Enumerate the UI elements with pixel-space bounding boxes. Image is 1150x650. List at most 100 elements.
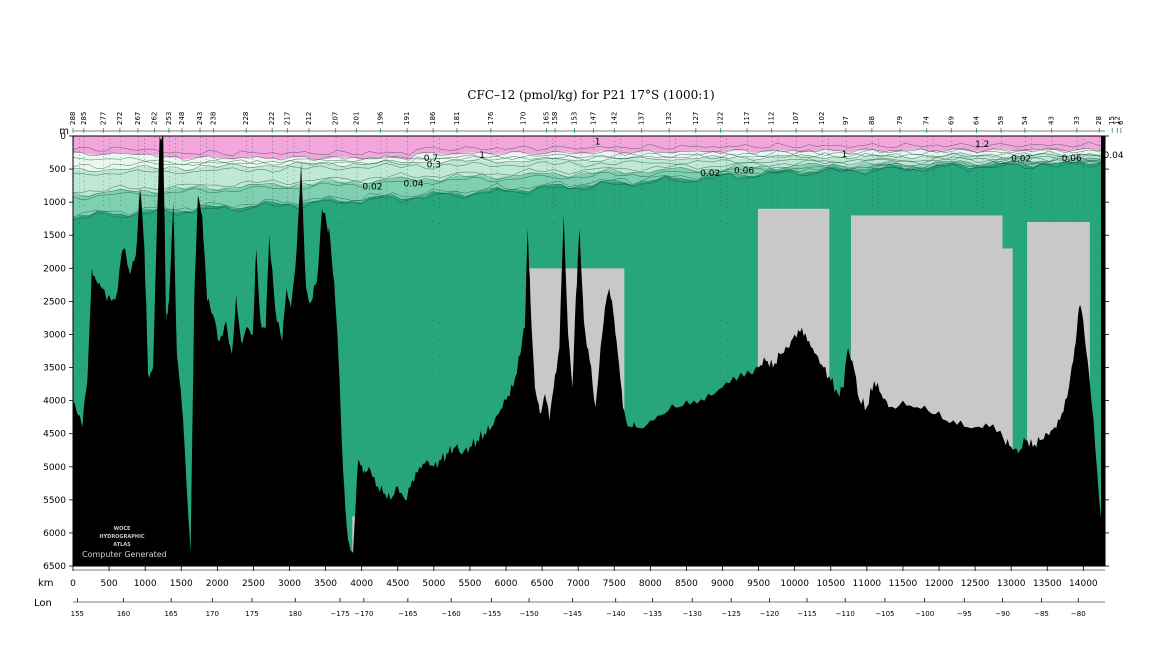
station-label: 262 (151, 112, 159, 125)
station-label: 170 (519, 112, 527, 125)
contour-line (73, 159, 1105, 221)
watermark-line: ATLAS (113, 542, 131, 548)
station-label: 153 (571, 112, 579, 125)
station-label: 238 (210, 112, 218, 125)
lon-tick-label: 175 (245, 610, 258, 618)
contour-label: 1.2 (975, 140, 989, 150)
station-label: 201 (353, 112, 361, 125)
contour-line (73, 141, 1105, 156)
y-tick-label: 500 (49, 165, 66, 175)
lon-tick-label: −85 (1034, 610, 1049, 618)
contour-label: 0.7 (424, 154, 438, 164)
x-tick-label: 7500 (603, 579, 626, 589)
x-tick-label: 1000 (134, 579, 157, 589)
contour-label: 1 (842, 150, 848, 160)
station-label: 176 (487, 111, 495, 125)
x-tick-label: 13000 (997, 579, 1026, 589)
y-tick-label: 5000 (43, 463, 66, 473)
station-label: 147 (589, 112, 597, 125)
lon-tick-label: 160 (117, 610, 130, 618)
lon-tick-label: −145 (563, 610, 582, 618)
y-tick-label: 3000 (43, 330, 66, 340)
watermark-tag: Computer Generated (82, 550, 167, 559)
y-tick-label: 1500 (43, 231, 66, 241)
station-label: 288 (69, 112, 77, 125)
station-label: 79 (896, 116, 904, 125)
station-label: 253 (165, 112, 173, 125)
station-label: 122 (716, 112, 724, 125)
contour-label: 0.04 (1104, 151, 1124, 161)
x-tick-label: 5500 (458, 579, 481, 589)
contour-line (73, 150, 1105, 173)
contour-label: 1 (595, 137, 601, 147)
contour-label: 0.06 (734, 166, 754, 176)
station-label: 212 (305, 112, 313, 125)
station-label: 207 (332, 112, 340, 125)
x-tick-label: 3500 (314, 579, 337, 589)
y-tick-label: 5500 (43, 496, 66, 506)
x-tick-label: 6000 (495, 579, 518, 589)
station-label: 88 (868, 116, 876, 125)
x-tick-label: 5000 (422, 579, 445, 589)
lon-tick-label: −155 (482, 610, 501, 618)
lon-tick-label: −170 (354, 610, 373, 618)
contour-label: 0.04 (404, 180, 424, 190)
station-label: 217 (283, 112, 291, 125)
x-tick-label: 8000 (639, 579, 662, 589)
contour-label: 0.3 (427, 160, 441, 170)
watermark-line: WOCE (114, 526, 131, 532)
station-label: 6 (1117, 120, 1125, 125)
station-label: 158 (551, 112, 559, 125)
x-tick-label: 12500 (961, 579, 990, 589)
y-tick-label: 6000 (43, 529, 66, 539)
contour-line (73, 155, 1105, 176)
station-label: 267 (134, 112, 142, 125)
lon-tick-label: −105 (875, 610, 894, 618)
x-tick-label: 4000 (350, 579, 373, 589)
plot-frame (72, 135, 1106, 567)
contour-line (73, 159, 1105, 218)
station-label: 12 (1113, 116, 1121, 125)
x-tick-label: 2000 (206, 579, 229, 589)
station-label: 28 (1095, 116, 1103, 125)
station-label: 59 (997, 116, 1005, 125)
station-label: 222 (268, 112, 276, 125)
station-label: 127 (692, 112, 700, 125)
station-label: 243 (196, 112, 204, 125)
contour-line (73, 157, 1105, 197)
x-tick-label: 9500 (747, 579, 770, 589)
station-label: 132 (665, 112, 673, 125)
x-unit-label: km (38, 578, 54, 589)
station-label: 277 (99, 112, 107, 125)
x-tick-label: 13500 (1033, 579, 1062, 589)
lon-tick-label: −160 (442, 610, 461, 618)
lon-tick-label: 170 (206, 610, 219, 618)
station-label: 102 (818, 112, 826, 125)
lon-tick-label: 180 (289, 610, 302, 618)
y-tick-label: 4500 (43, 430, 66, 440)
lon-tick-label: −125 (722, 610, 741, 618)
x-tick-label: 11500 (889, 579, 918, 589)
station-label: 191 (403, 112, 411, 125)
x-tick-label: 7000 (567, 579, 590, 589)
x-tick-label: 10500 (816, 579, 845, 589)
lon-tick-label: −150 (519, 610, 538, 618)
lon-label: Lon (34, 598, 52, 609)
contour-label: 0.02 (700, 169, 720, 179)
station-label: 74 (923, 116, 931, 125)
lon-tick-label: −140 (606, 610, 625, 618)
watermark-line: HYDROGRAPHIC (99, 534, 145, 540)
lon-tick-label: −130 (683, 610, 702, 618)
x-tick-label: 11000 (853, 579, 882, 589)
lon-tick-label: −100 (915, 610, 934, 618)
y-unit-label: m (59, 126, 69, 137)
east-boundary (1101, 136, 1105, 566)
station-label: 228 (242, 112, 250, 125)
station-label: 272 (116, 112, 124, 125)
x-tick-label: 0 (70, 579, 76, 589)
y-tick-label: 3500 (43, 364, 66, 374)
station-label: 142 (610, 112, 618, 125)
lon-tick-label: −95 (957, 610, 972, 618)
station-label: 15 (1108, 116, 1116, 125)
